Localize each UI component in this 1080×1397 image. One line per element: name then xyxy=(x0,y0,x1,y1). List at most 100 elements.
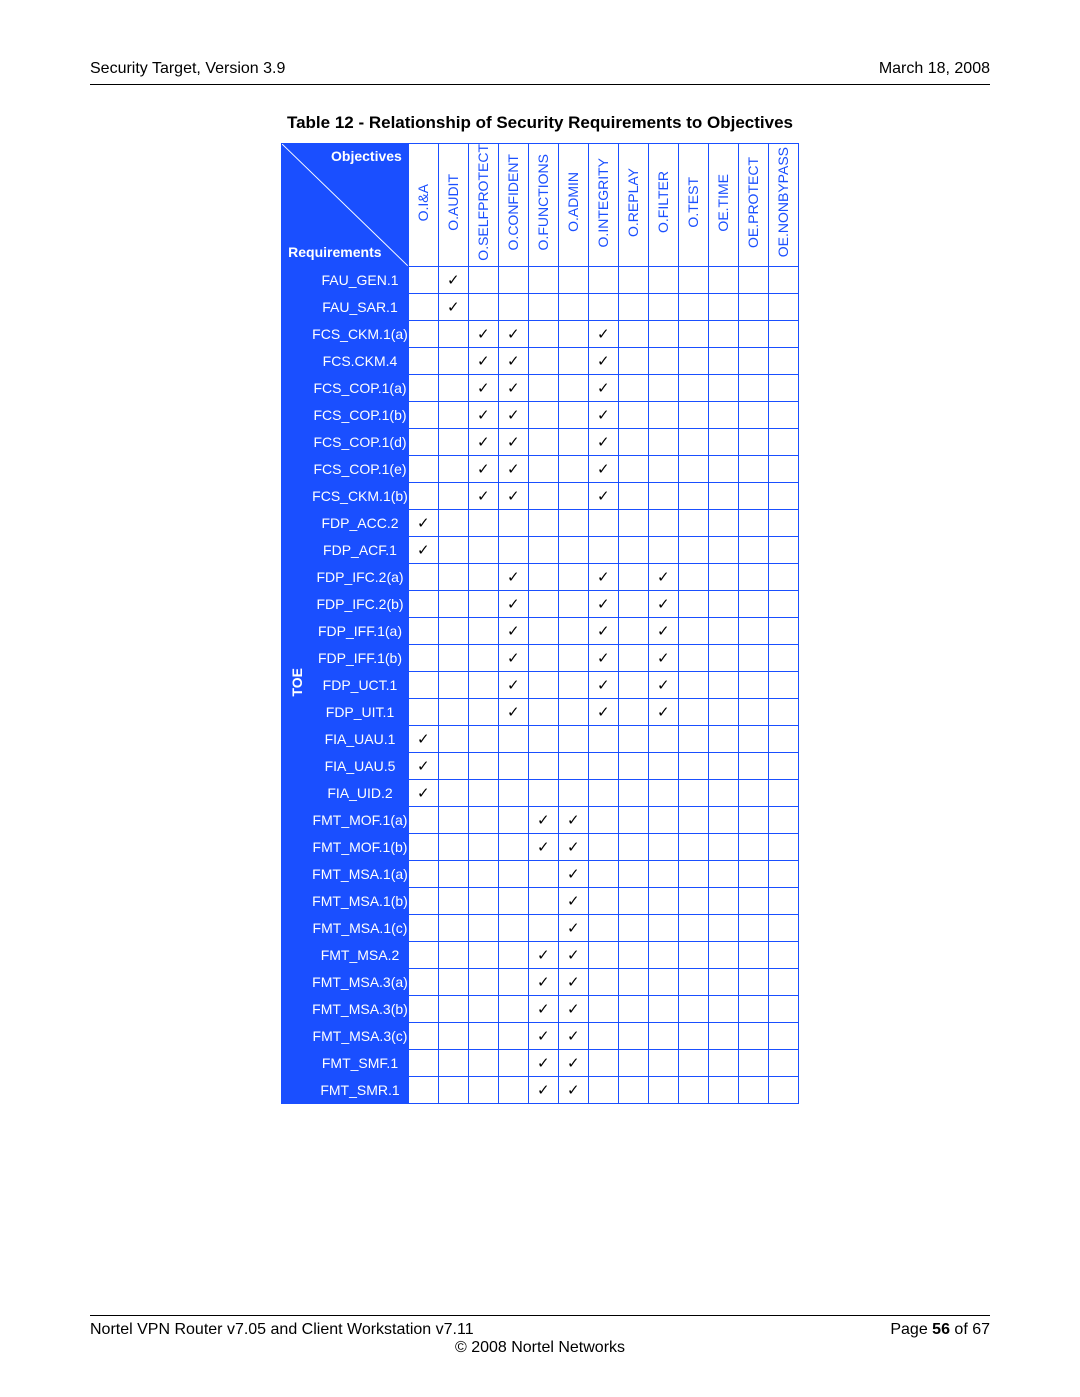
matrix-cell xyxy=(708,941,738,968)
matrix-cell xyxy=(618,968,648,995)
matrix-cell xyxy=(408,644,438,671)
matrix-cell xyxy=(468,914,498,941)
matrix-cell xyxy=(558,536,588,563)
matrix-cell xyxy=(708,563,738,590)
matrix-cell xyxy=(468,563,498,590)
matrix-cell xyxy=(408,914,438,941)
column-header-label: OE.NONBYPASS xyxy=(775,147,791,257)
matrix-cell xyxy=(498,779,528,806)
matrix-cell xyxy=(528,536,558,563)
matrix-cell xyxy=(468,266,498,293)
matrix-cell xyxy=(678,887,708,914)
column-header-label: O.CONFIDENT xyxy=(505,154,521,250)
matrix-cell xyxy=(438,536,468,563)
matrix-cell xyxy=(708,374,738,401)
row-label: FMT_MSA.3(b) xyxy=(312,995,409,1022)
matrix-cell xyxy=(618,914,648,941)
matrix-cell xyxy=(558,779,588,806)
matrix-cell xyxy=(708,995,738,1022)
group-label: TOE xyxy=(289,668,305,697)
matrix-cell xyxy=(768,968,798,995)
matrix-cell xyxy=(768,455,798,482)
matrix-cell xyxy=(408,1022,438,1049)
matrix-cell xyxy=(438,806,468,833)
matrix-cell: ✓ xyxy=(648,671,678,698)
matrix-cell xyxy=(468,1022,498,1049)
matrix-cell xyxy=(678,968,708,995)
matrix-cell: ✓ xyxy=(498,374,528,401)
matrix-cell xyxy=(738,698,768,725)
matrix-cell xyxy=(648,401,678,428)
matrix-cell xyxy=(708,509,738,536)
matrix-cell: ✓ xyxy=(558,887,588,914)
matrix-cell xyxy=(498,1022,528,1049)
matrix-cell xyxy=(768,617,798,644)
matrix-cell xyxy=(648,320,678,347)
matrix-cell xyxy=(528,482,558,509)
matrix-cell xyxy=(738,482,768,509)
matrix-cell xyxy=(498,860,528,887)
row-label: FMT_SMF.1 xyxy=(312,1049,409,1076)
column-header-label: O.FUNCTIONS xyxy=(535,154,551,250)
table-row: FMT_MSA.1(b)✓ xyxy=(282,887,799,914)
matrix-cell xyxy=(438,428,468,455)
matrix-cell: ✓ xyxy=(438,266,468,293)
matrix-cell xyxy=(558,347,588,374)
matrix-cell xyxy=(678,1022,708,1049)
matrix-cell xyxy=(468,1049,498,1076)
matrix-cell: ✓ xyxy=(528,806,558,833)
matrix-cell xyxy=(588,887,618,914)
matrix-cell: ✓ xyxy=(498,401,528,428)
matrix-cell: ✓ xyxy=(468,320,498,347)
column-header-label: O.FILTER xyxy=(655,171,671,233)
matrix-cell xyxy=(708,266,738,293)
column-header: O.TEST xyxy=(678,144,708,267)
matrix-cell: ✓ xyxy=(648,617,678,644)
matrix-cell xyxy=(438,644,468,671)
matrix-cell: ✓ xyxy=(498,590,528,617)
matrix-cell: ✓ xyxy=(648,644,678,671)
matrix-cell xyxy=(648,266,678,293)
matrix-cell xyxy=(498,752,528,779)
matrix-cell xyxy=(558,455,588,482)
matrix-cell xyxy=(768,725,798,752)
column-header: O.REPLAY xyxy=(618,144,648,267)
matrix-cell xyxy=(438,401,468,428)
matrix-cell: ✓ xyxy=(408,752,438,779)
matrix-cell xyxy=(438,941,468,968)
table-row: TOEFAU_GEN.1✓ xyxy=(282,266,799,293)
matrix-cell xyxy=(618,617,648,644)
matrix-cell xyxy=(498,968,528,995)
matrix-cell xyxy=(768,374,798,401)
matrix-cell xyxy=(678,428,708,455)
matrix-cell xyxy=(768,698,798,725)
matrix-cell xyxy=(558,401,588,428)
matrix-cell xyxy=(588,509,618,536)
matrix-cell: ✓ xyxy=(468,347,498,374)
matrix-cell xyxy=(438,482,468,509)
matrix-cell xyxy=(408,698,438,725)
matrix-cell xyxy=(618,293,648,320)
table-row: FDP_UCT.1✓✓✓ xyxy=(282,671,799,698)
matrix-cell: ✓ xyxy=(498,455,528,482)
column-header: O.INTEGRITY xyxy=(588,144,618,267)
matrix-cell xyxy=(708,779,738,806)
matrix-cell xyxy=(708,644,738,671)
row-label: FCS_COP.1(d) xyxy=(312,428,409,455)
column-header: O.ADMIN xyxy=(558,144,588,267)
matrix-cell xyxy=(588,752,618,779)
matrix-cell xyxy=(618,482,648,509)
matrix-cell xyxy=(468,644,498,671)
table-body: TOEFAU_GEN.1✓FAU_SAR.1✓FCS_CKM.1(a)✓✓✓FC… xyxy=(282,266,799,1103)
matrix-cell xyxy=(438,374,468,401)
matrix-cell xyxy=(408,860,438,887)
column-header-label: O.INTEGRITY xyxy=(595,158,611,247)
matrix-cell xyxy=(588,941,618,968)
matrix-cell: ✓ xyxy=(468,428,498,455)
matrix-cell xyxy=(738,1022,768,1049)
matrix-cell xyxy=(408,1076,438,1103)
matrix-cell xyxy=(738,671,768,698)
matrix-cell xyxy=(738,914,768,941)
matrix-cell xyxy=(498,833,528,860)
matrix-cell xyxy=(498,806,528,833)
